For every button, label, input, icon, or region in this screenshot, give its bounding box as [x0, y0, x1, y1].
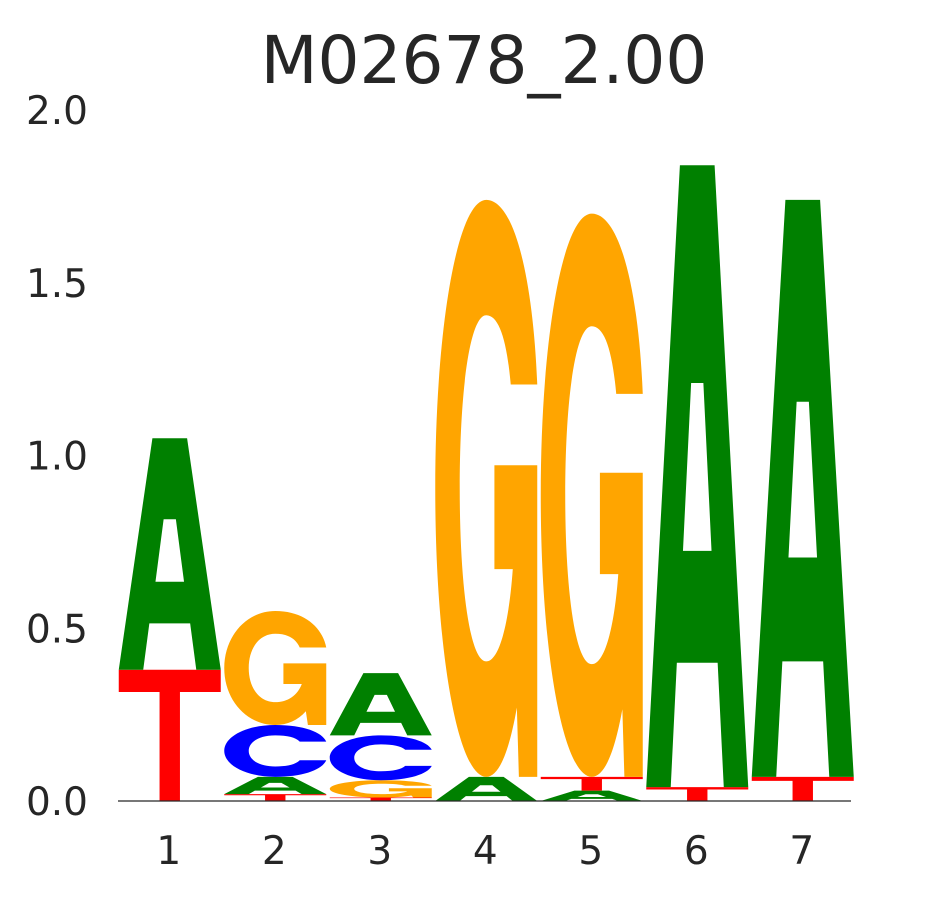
- logo-column: [540, 213, 643, 801]
- letter-a: [435, 776, 538, 801]
- letter-a: [751, 199, 854, 777]
- letter-a: [118, 438, 221, 670]
- logo-column: [224, 610, 327, 801]
- logo-column: [329, 673, 432, 801]
- letter-g: [435, 199, 538, 777]
- x-tick-label: 3: [367, 829, 392, 874]
- x-axis: 1 2 3 4 5 6 7: [156, 829, 814, 874]
- y-tick-label: 0.5: [26, 607, 88, 652]
- letter-t: [118, 669, 221, 801]
- x-tick-label: 4: [473, 829, 498, 874]
- y-tick-label: 2.0: [26, 89, 88, 134]
- x-tick-label: 2: [262, 829, 287, 874]
- letter-t: [751, 776, 854, 801]
- x-tick-label: 5: [578, 829, 603, 874]
- y-axis: 0.0 0.5 1.0 1.5 2.0: [26, 89, 88, 825]
- y-tick-label: 1.0: [26, 435, 88, 480]
- letter-g: [224, 610, 327, 725]
- x-tick-label: 6: [684, 829, 709, 874]
- letter-g: [540, 213, 643, 777]
- logo-column: [646, 165, 749, 801]
- logo-column: [435, 199, 538, 801]
- y-tick-label: 0.0: [26, 780, 88, 825]
- y-tick-label: 1.5: [26, 262, 88, 307]
- logo-letters: [118, 165, 854, 801]
- letter-c: [224, 724, 327, 777]
- chart-title: M02678_2.00: [260, 22, 708, 99]
- logo-column: [118, 438, 221, 801]
- letter-a: [329, 673, 432, 736]
- letter-t: [224, 794, 327, 801]
- letter-a: [540, 790, 643, 801]
- letter-t: [329, 797, 432, 801]
- letter-a: [646, 165, 749, 788]
- letter-t: [540, 776, 643, 791]
- letter-t: [646, 787, 749, 801]
- letter-c: [329, 735, 432, 781]
- x-tick-label: 1: [156, 829, 181, 874]
- letter-g: [329, 780, 432, 798]
- logo-column: [751, 199, 854, 801]
- x-tick-label: 7: [789, 829, 814, 874]
- letter-a: [224, 776, 327, 795]
